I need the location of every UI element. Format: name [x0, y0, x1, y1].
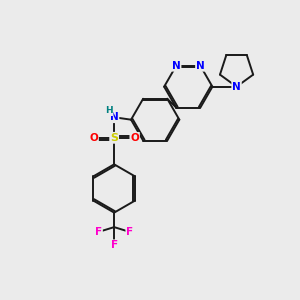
Text: N: N — [172, 61, 181, 71]
Text: N: N — [196, 61, 205, 71]
Text: H: H — [105, 106, 113, 115]
Text: N: N — [232, 82, 241, 92]
Text: F: F — [111, 240, 118, 250]
Text: O: O — [89, 133, 98, 143]
Text: S: S — [110, 133, 118, 143]
Text: N: N — [110, 112, 118, 122]
Text: F: F — [126, 227, 134, 237]
Text: F: F — [95, 227, 102, 237]
Text: O: O — [130, 133, 139, 143]
